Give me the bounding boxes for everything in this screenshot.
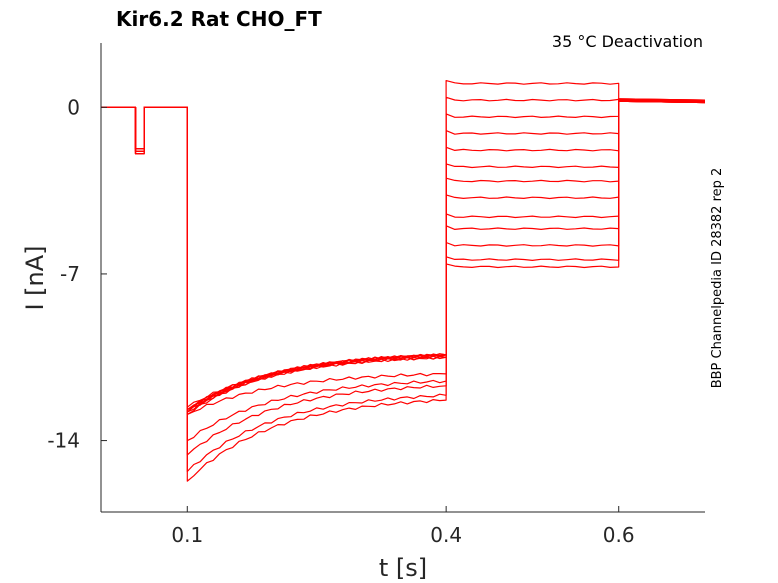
y-tick-label: 0 (67, 95, 80, 119)
current-trace (101, 98, 706, 411)
y-tick-label: -14 (47, 429, 80, 453)
traces-group (101, 80, 706, 482)
current-trace (101, 99, 706, 415)
current-trace (101, 100, 706, 456)
current-trace (101, 100, 706, 408)
side-label: BBP Channelpedia ID 28382 rep 2 (710, 168, 725, 389)
current-trace (101, 100, 706, 411)
current-trace (101, 99, 706, 415)
x-tick-label: 0.6 (603, 523, 635, 547)
current-trace (101, 100, 706, 442)
x-tick-label: 0.1 (171, 523, 203, 547)
current-trace (101, 98, 706, 473)
current-trace (101, 80, 706, 413)
x-tick-label: 0.4 (430, 523, 462, 547)
y-tick-label: -7 (60, 262, 80, 286)
y-axis-label: I [nA] (21, 245, 49, 310)
axes-group: 0.1 0.4 0.6 0 -7 -14 (47, 43, 705, 547)
current-trace (101, 100, 706, 413)
current-trace (101, 99, 706, 482)
chart-annotation: 35 °C Deactivation (552, 32, 703, 51)
current-trace (101, 100, 706, 413)
x-axis-label: t [s] (379, 554, 427, 582)
current-trace (101, 96, 706, 411)
chart-title: Kir6.2 Rat CHO_FT (116, 7, 322, 31)
